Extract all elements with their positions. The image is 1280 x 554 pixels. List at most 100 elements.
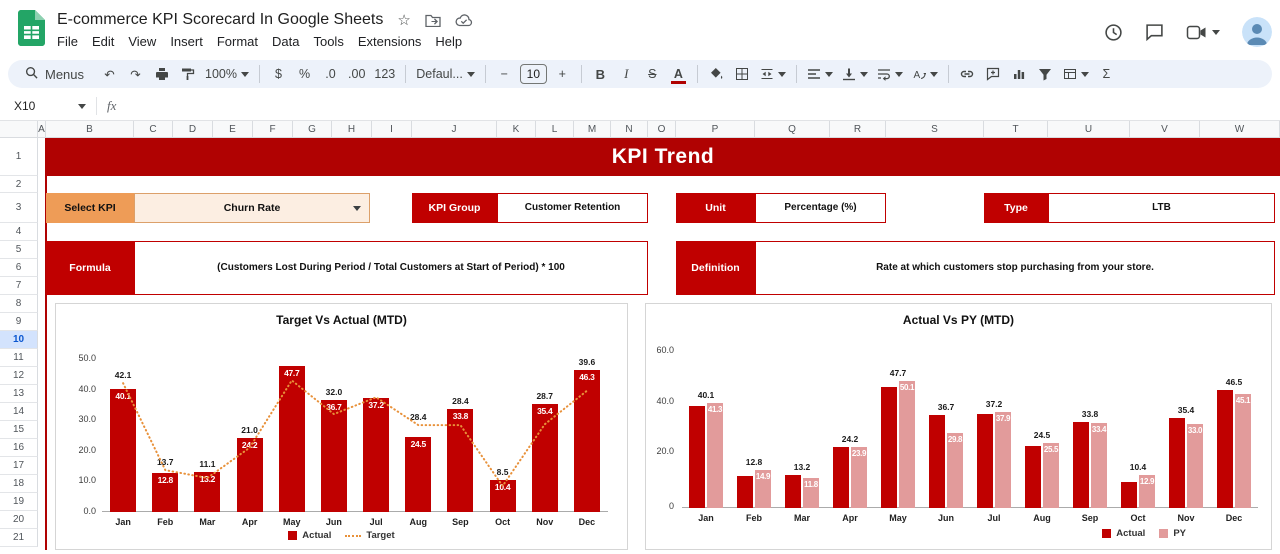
create-filter-button[interactable] (1033, 62, 1058, 86)
text-color-button[interactable]: A (666, 62, 691, 86)
column-header-K[interactable]: K (497, 121, 536, 137)
zoom-select[interactable]: 100% (201, 62, 253, 86)
column-header-T[interactable]: T (984, 121, 1048, 137)
menu-format[interactable]: Format (216, 34, 258, 49)
chart-actual-vs-py[interactable]: Actual Vs PY (MTD) 41.3 40.1 Jan 14.9 12.8 Fe… (645, 303, 1272, 550)
borders-button[interactable] (730, 62, 755, 86)
column-header-A[interactable]: A (38, 121, 46, 137)
row-header-18[interactable]: 18 (0, 475, 38, 493)
row-header-16[interactable]: 16 (0, 439, 38, 457)
strikethrough-button[interactable]: S (648, 67, 657, 81)
menu-tools[interactable]: Tools (313, 34, 344, 49)
functions-button[interactable]: Σ (1102, 67, 1111, 81)
type-value[interactable]: LTB (1048, 193, 1275, 223)
name-box[interactable]: X10 (14, 99, 92, 113)
row-header-4[interactable]: 4 (0, 223, 38, 241)
menu-edit[interactable]: Edit (91, 34, 115, 49)
menus-search-button[interactable]: Menus (16, 62, 96, 86)
menu-insert[interactable]: Insert (170, 34, 203, 49)
insert-comment-button[interactable] (981, 62, 1006, 86)
font-size-input[interactable]: 10 (519, 64, 547, 84)
insert-chart-button[interactable] (1007, 62, 1032, 86)
row-header-14[interactable]: 14 (0, 403, 38, 421)
row-header-17[interactable]: 17 (0, 457, 38, 475)
column-header-I[interactable]: I (372, 121, 412, 137)
row-header-21[interactable]: 21 (0, 529, 38, 547)
column-header-U[interactable]: U (1048, 121, 1130, 137)
row-header-7[interactable]: 7 (0, 277, 38, 295)
star-icon[interactable]: ☆ (397, 11, 411, 29)
column-header-M[interactable]: M (574, 121, 611, 137)
vertical-align-button[interactable] (838, 62, 872, 86)
italic-button[interactable]: I (624, 66, 629, 81)
row-header-20[interactable]: 20 (0, 511, 38, 529)
column-header-P[interactable]: P (676, 121, 755, 137)
column-header-R[interactable]: R (830, 121, 886, 137)
sheets-logo[interactable] (18, 10, 45, 46)
row-header-11[interactable]: 11 (0, 349, 38, 367)
column-header-C[interactable]: C (134, 121, 173, 137)
column-header-B[interactable]: B (46, 121, 134, 137)
format-percent-button[interactable]: % (298, 67, 311, 81)
row-header-8[interactable]: 8 (0, 295, 38, 313)
menu-data[interactable]: Data (272, 34, 300, 49)
column-header-V[interactable]: V (1130, 121, 1200, 137)
row-header-2[interactable]: 2 (0, 176, 38, 193)
column-header-O[interactable]: O (648, 121, 676, 137)
column-header-L[interactable]: L (536, 121, 574, 137)
column-header-G[interactable]: G (293, 121, 332, 137)
fill-color-button[interactable] (704, 62, 729, 86)
row-header-10[interactable]: 10 (0, 331, 38, 349)
paint-format-button[interactable] (175, 62, 200, 86)
row-header-6[interactable]: 6 (0, 259, 38, 277)
column-header-J[interactable]: J (412, 121, 497, 137)
column-header-E[interactable]: E (213, 121, 253, 137)
column-header-F[interactable]: F (253, 121, 293, 137)
select-all-corner[interactable] (0, 121, 38, 138)
column-header-S[interactable]: S (886, 121, 984, 137)
comments-icon[interactable] (1145, 23, 1164, 42)
bold-button[interactable]: B (595, 66, 606, 82)
kpi-group-value[interactable]: Customer Retention (497, 193, 648, 223)
increase-decimal-button[interactable]: .00 (348, 67, 366, 81)
column-header-W[interactable]: W (1200, 121, 1280, 137)
row-header-1[interactable]: 1 (0, 138, 38, 176)
row-header-3[interactable]: 3 (0, 193, 38, 223)
document-title[interactable]: E-commerce KPI Scorecard In Google Sheet… (57, 11, 384, 28)
menu-extensions[interactable]: Extensions (357, 34, 422, 49)
row-header-12[interactable]: 12 (0, 367, 38, 385)
column-header-Q[interactable]: Q (755, 121, 830, 137)
decrease-font-button[interactable]: − (500, 67, 508, 81)
increase-font-button[interactable]: + (558, 67, 566, 81)
move-folder-icon[interactable] (425, 14, 441, 27)
font-select[interactable]: Defaul... (412, 62, 479, 86)
column-header-H[interactable]: H (332, 121, 372, 137)
format-currency-button[interactable]: $ (275, 67, 282, 81)
text-wrap-button[interactable] (873, 62, 907, 86)
column-header-D[interactable]: D (173, 121, 213, 137)
row-header-19[interactable]: 19 (0, 493, 38, 511)
menu-help[interactable]: Help (435, 34, 463, 49)
account-avatar[interactable] (1242, 17, 1272, 47)
kpi-dropdown[interactable]: Churn Rate (134, 193, 370, 223)
chart-target-vs-actual[interactable]: Target Vs Actual (MTD) 40.1 42.1 Jan 12.8 13… (55, 303, 628, 550)
meet-icon[interactable] (1186, 25, 1220, 40)
undo-button[interactable]: ↶ (104, 67, 115, 82)
print-button[interactable] (149, 62, 174, 86)
formula-input[interactable] (116, 92, 1280, 120)
history-icon[interactable] (1104, 23, 1123, 42)
table-views-button[interactable] (1059, 62, 1093, 86)
row-header-15[interactable]: 15 (0, 421, 38, 439)
horizontal-align-button[interactable] (803, 62, 837, 86)
unit-value[interactable]: Percentage (%) (755, 193, 886, 223)
insert-link-button[interactable] (955, 62, 980, 86)
row-header-13[interactable]: 13 (0, 385, 38, 403)
column-header-N[interactable]: N (611, 121, 648, 137)
menu-file[interactable]: File (57, 34, 78, 49)
merge-cells-button[interactable] (756, 62, 790, 86)
row-header-9[interactable]: 9 (0, 313, 38, 331)
decrease-decimal-button[interactable]: .0 (325, 67, 336, 81)
menu-view[interactable]: View (128, 34, 157, 49)
cloud-status-icon[interactable] (455, 13, 473, 27)
row-header-5[interactable]: 5 (0, 241, 38, 259)
